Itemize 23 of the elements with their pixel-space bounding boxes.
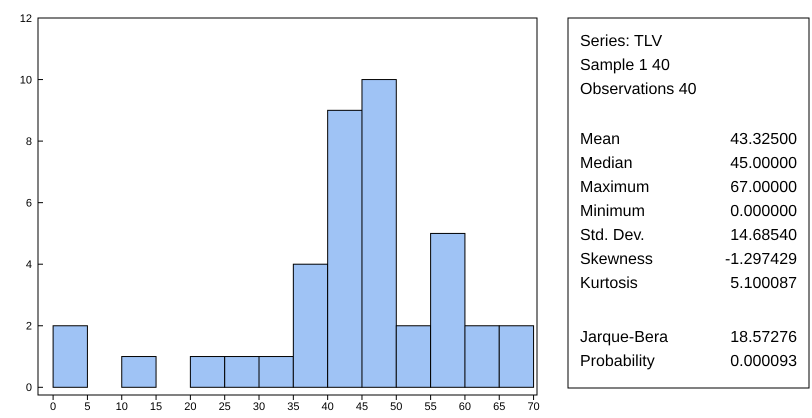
x-tick-label: 25 bbox=[218, 401, 231, 413]
x-tick-label: 15 bbox=[150, 401, 162, 413]
y-tick-label: 8 bbox=[26, 136, 32, 148]
y-tick-label: 0 bbox=[26, 382, 32, 394]
x-tick-label: 50 bbox=[390, 401, 402, 413]
x-tick-label: 40 bbox=[322, 401, 334, 413]
statistics-panel: Series: TLV Sample 1 40 Observations 40 Mean 43.32500 Median 45.00000 Maximum 67.00000 Minimum 0.000000 Std. Dev. 14.68540 Skewness -1.297429 Kurtosis 5.100087 Jarque-Bera 18.57276 Probability 0.000093 bbox=[568, 18, 810, 388]
x-tick-label: 60 bbox=[458, 401, 472, 413]
y-tick-label: 10 bbox=[20, 74, 32, 86]
y-tick-label: 2 bbox=[26, 320, 32, 333]
x-tick-label: 45 bbox=[356, 401, 368, 413]
y-tick-label: 6 bbox=[26, 198, 32, 210]
x-tick-label: 55 bbox=[424, 401, 437, 413]
x-tick-label: 0 bbox=[50, 401, 56, 413]
x-tick-label: 35 bbox=[287, 401, 300, 413]
x-tick-label: 30 bbox=[252, 401, 266, 413]
x-tick-label: 20 bbox=[184, 401, 196, 413]
y-tick-label: 12 bbox=[20, 12, 32, 25]
x-tick-label: 65 bbox=[493, 401, 506, 413]
y-tick-label: 4 bbox=[26, 259, 32, 272]
x-tick-label: 10 bbox=[116, 401, 128, 413]
x-tick-label: 70 bbox=[527, 401, 540, 413]
x-tick-label: 5 bbox=[84, 401, 90, 413]
